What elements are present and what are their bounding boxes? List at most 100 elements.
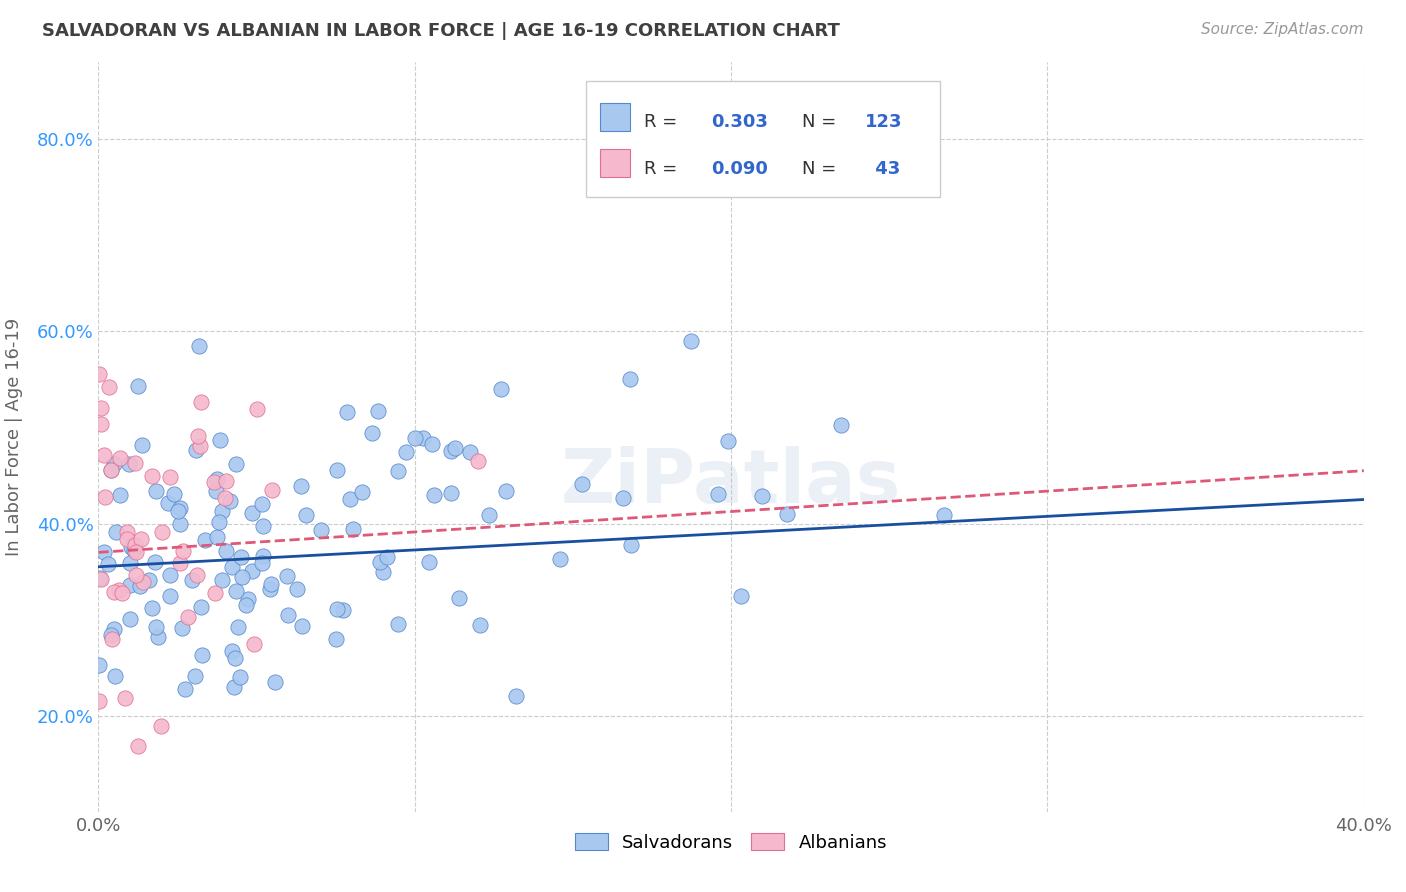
Point [325, 632, 347, 647]
Point [325, 463, 347, 477]
Point [418, 555, 440, 569]
Point [145, 484, 167, 499]
Point [97, 557, 120, 571]
Text: N =: N = [801, 160, 842, 178]
Point [145, 620, 167, 634]
Point [260, 577, 283, 591]
Point [100, 462, 122, 476]
Point [118, 556, 141, 570]
Point [138, 573, 160, 587]
Point [108, 450, 131, 465]
Point [120, 578, 142, 592]
Point [226, 620, 249, 634]
Point [89, 571, 111, 585]
Point [830, 418, 852, 433]
Point [108, 488, 131, 502]
Point [751, 489, 773, 503]
Point [186, 442, 208, 457]
Point [128, 579, 150, 593]
Point [188, 440, 211, 454]
Point [361, 426, 384, 441]
Point [368, 555, 391, 569]
Text: 43: 43 [869, 160, 900, 178]
Point [707, 486, 730, 500]
Point [285, 582, 308, 597]
Point [422, 488, 444, 502]
Point [412, 431, 434, 445]
Point [352, 484, 374, 499]
Point [215, 544, 238, 558]
Point [156, 496, 179, 510]
Point [118, 612, 141, 626]
FancyBboxPatch shape [599, 149, 630, 178]
Point [548, 552, 571, 566]
Point [100, 463, 122, 477]
Point [141, 469, 163, 483]
Text: 0.090: 0.090 [711, 160, 768, 178]
Point [205, 530, 228, 544]
Text: R =: R = [644, 160, 683, 178]
Text: R =: R = [644, 113, 683, 131]
Point [387, 617, 409, 632]
Point [440, 486, 463, 500]
Point [129, 532, 152, 546]
Point [420, 436, 443, 450]
Point [229, 669, 252, 683]
Point [124, 537, 146, 551]
Point [236, 591, 259, 606]
Point [221, 560, 243, 574]
Point [717, 434, 740, 448]
Point [290, 479, 312, 493]
Point [127, 379, 149, 393]
Point [159, 568, 181, 582]
Point [367, 404, 389, 418]
Point [184, 669, 207, 683]
Point [90, 572, 112, 586]
Text: 123: 123 [865, 113, 903, 131]
Point [93, 448, 115, 462]
Point [444, 441, 467, 455]
Point [447, 591, 470, 605]
Point [146, 630, 169, 644]
Point [118, 457, 141, 471]
Point [205, 472, 228, 486]
Point [117, 532, 139, 546]
Point [190, 648, 212, 662]
Point [619, 372, 641, 386]
FancyBboxPatch shape [599, 103, 630, 131]
Point [104, 668, 127, 682]
Point [224, 651, 246, 665]
Point [103, 623, 125, 637]
Point [190, 599, 212, 614]
Point [194, 533, 217, 547]
Point [120, 540, 142, 554]
Point [404, 431, 426, 445]
Point [180, 574, 202, 588]
Point [332, 603, 354, 617]
Point [93, 490, 115, 504]
Point [166, 504, 188, 518]
Point [571, 476, 593, 491]
Legend: Salvadorans, Albanians: Salvadorans, Albanians [568, 826, 894, 859]
Point [188, 339, 211, 353]
Point [309, 523, 332, 537]
Point [190, 395, 212, 409]
Point [205, 484, 228, 499]
Point [115, 524, 138, 539]
Point [219, 494, 242, 508]
Point [214, 491, 236, 505]
Point [252, 497, 274, 511]
Point [224, 680, 246, 694]
Point [87, 367, 110, 381]
Point [177, 609, 200, 624]
Point [263, 674, 285, 689]
Point [163, 487, 186, 501]
Point [681, 334, 703, 348]
Point [87, 694, 110, 708]
Point [143, 555, 166, 569]
Point [505, 689, 527, 703]
Point [202, 475, 225, 489]
Point [243, 637, 266, 651]
Point [276, 569, 298, 583]
Point [159, 589, 181, 603]
